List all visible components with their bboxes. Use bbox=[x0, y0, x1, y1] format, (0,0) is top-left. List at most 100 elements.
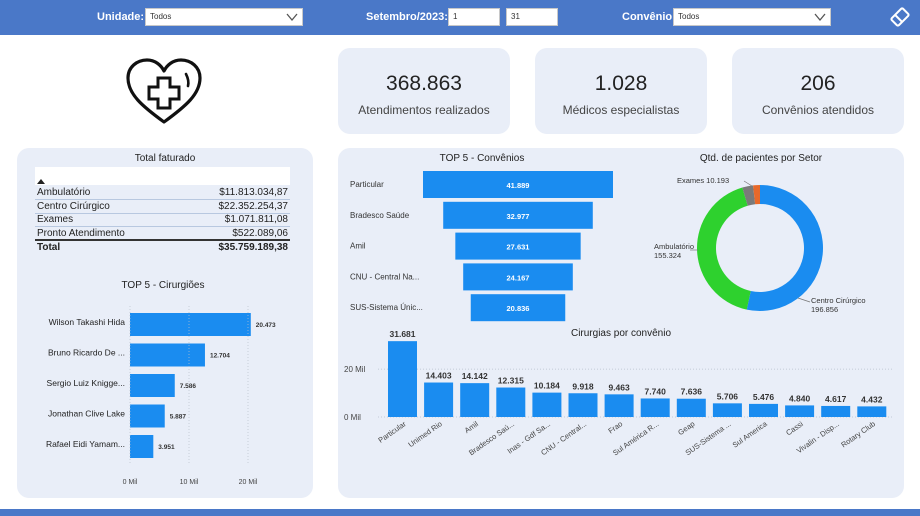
value-label: 10.184 bbox=[534, 381, 560, 391]
category-label: Geap bbox=[676, 419, 696, 437]
total-label: Total bbox=[35, 239, 177, 254]
chart-title: TOP 5 - Convênios bbox=[440, 153, 525, 164]
row-label: Ambulatório bbox=[35, 186, 177, 201]
convenio-dropdown[interactable]: Todos bbox=[673, 8, 831, 26]
kpi-label: Atendimentos realizados bbox=[358, 103, 490, 117]
value-label: 5.476 bbox=[753, 392, 775, 402]
value-label: 7.636 bbox=[681, 387, 703, 397]
category-label: Particular bbox=[350, 180, 384, 189]
left-panel: Total faturado Ambulatório $11.813.034,87… bbox=[17, 148, 313, 498]
periodo-start-input[interactable]: 1 bbox=[448, 8, 500, 26]
bar bbox=[857, 406, 887, 417]
row-value: $522.089,06 bbox=[176, 226, 290, 241]
bar bbox=[604, 394, 634, 417]
bar bbox=[388, 341, 417, 417]
slice-label: Ambulatório bbox=[654, 242, 694, 251]
category-label: Amil bbox=[463, 419, 480, 435]
periodo-end-input[interactable]: 31 bbox=[506, 8, 558, 26]
value-label: 31.681 bbox=[390, 329, 416, 339]
total-faturado-title: Total faturado bbox=[134, 153, 196, 164]
table-row: Centro Cirúrgico $22.352.254,37 bbox=[35, 199, 290, 214]
value-label: 24.167 bbox=[507, 273, 530, 282]
category-label: Amil bbox=[350, 242, 366, 251]
leader-line bbox=[743, 180, 753, 187]
donut-slice bbox=[753, 185, 760, 205]
tick-label: 20 Mil bbox=[344, 365, 366, 374]
category-label: Unimed Rio bbox=[406, 419, 443, 449]
tick-label: 0 Mil bbox=[344, 413, 361, 422]
chevron-down-icon bbox=[286, 13, 298, 22]
top5-convenios-funnel-chart: TOP 5 - Convênios Particular 41.889 Bradesc… bbox=[350, 153, 613, 322]
convenio-label: Convênio: bbox=[622, 11, 676, 23]
value-label: 14.142 bbox=[462, 371, 488, 381]
kpi-card-medicos: 1.028 Médicos especialistas bbox=[535, 48, 707, 134]
row-value: $1.071.811,08 bbox=[176, 213, 290, 228]
donut-slice bbox=[746, 185, 823, 311]
slice-value: 155.324 bbox=[654, 251, 681, 260]
bar bbox=[640, 398, 670, 417]
bar bbox=[749, 403, 778, 417]
value-label: 12.704 bbox=[210, 353, 230, 360]
convenio-value: Todos bbox=[678, 12, 700, 21]
bar bbox=[785, 405, 815, 417]
funnel-bar bbox=[470, 294, 566, 322]
value-label: 4.432 bbox=[861, 394, 883, 404]
chevron-down-icon bbox=[814, 13, 826, 22]
value-label: 9.918 bbox=[572, 381, 594, 391]
value-label: 5.706 bbox=[717, 391, 739, 401]
value-label: 32.977 bbox=[507, 212, 530, 221]
table-row: Pronto Atendimento $522.089,06 bbox=[35, 226, 290, 241]
slice-label: Exames 10.193 bbox=[677, 176, 729, 185]
total-faturado-table: Ambulatório $11.813.034,87 Centro Cirúrgi… bbox=[35, 186, 290, 254]
category-label: Particular bbox=[377, 419, 409, 445]
value-label: 20.473 bbox=[256, 322, 276, 329]
unidade-value: Todos bbox=[150, 12, 172, 21]
category-label: Jonathan Clive Lake bbox=[48, 409, 125, 419]
category-label: Rafael Eidi Yamam... bbox=[46, 439, 125, 449]
kpi-card-convenios: 206 Convênios atendidos bbox=[732, 48, 904, 134]
total-value: $35.759.189,38 bbox=[176, 239, 290, 254]
category-label: Sergio Luiz Knigge... bbox=[47, 378, 125, 388]
row-value: $11.813.034,87 bbox=[176, 186, 290, 201]
kpi-value: 206 bbox=[800, 72, 836, 95]
leader-line bbox=[797, 297, 811, 303]
category-label: Rotary Club bbox=[839, 419, 877, 449]
category-label: Frao bbox=[606, 419, 624, 435]
category-label: CNU - Central Na... bbox=[350, 272, 419, 281]
filter-bar: Unidade: Todos Setembro/2023: 1 31 Convê… bbox=[0, 0, 920, 35]
cirurgias-convenio-bar-chart: Cirurgias por convênio 0 Mil 20 Mil 31.681 P… bbox=[344, 328, 894, 457]
row-label: Pronto Atendimento bbox=[35, 226, 177, 241]
bar bbox=[676, 398, 706, 417]
tick-label: 0 Mil bbox=[123, 479, 138, 486]
eraser-icon[interactable] bbox=[889, 6, 911, 28]
table-sort-header[interactable] bbox=[35, 167, 290, 185]
value-label: 27.631 bbox=[507, 243, 530, 252]
row-label: Centro Cirúrgico bbox=[35, 199, 177, 214]
kpi-label: Convênios atendidos bbox=[761, 103, 875, 117]
funnel-bar bbox=[423, 171, 613, 198]
bar bbox=[130, 404, 165, 428]
value-label: 7.586 bbox=[180, 383, 197, 390]
donut-slice bbox=[697, 187, 751, 310]
slice-label: Centro Cirúrgico bbox=[811, 296, 866, 305]
top5-cirurgioes-chart: TOP 5 - Cirurgiões Wilson Takashi Hida 20.… bbox=[46, 280, 276, 486]
bar bbox=[130, 374, 175, 397]
funnel-bar bbox=[443, 201, 593, 229]
row-value: $22.352.254,37 bbox=[176, 199, 290, 214]
table-row: Ambulatório $11.813.034,87 bbox=[35, 186, 290, 201]
chart-title: Cirurgias por convênio bbox=[571, 328, 671, 339]
pacientes-setor-donut-chart: Qtd. de pacientes por Setor Exames 10.193… bbox=[654, 153, 866, 314]
value-label: 14.403 bbox=[426, 371, 452, 381]
bar bbox=[424, 382, 454, 417]
value-label: 4.840 bbox=[789, 393, 811, 403]
value-label: 12.315 bbox=[498, 376, 524, 386]
category-label: Bruno Ricardo De ... bbox=[48, 348, 125, 358]
funnel-bar bbox=[455, 232, 581, 260]
unidade-dropdown[interactable]: Todos bbox=[145, 8, 303, 26]
bar bbox=[568, 393, 598, 417]
value-label: 20.836 bbox=[507, 304, 530, 313]
table-row: Exames $1.071.811,08 bbox=[35, 213, 290, 228]
kpi-value: 1.028 bbox=[594, 72, 648, 95]
tick-label: 10 Mil bbox=[180, 479, 199, 486]
funnel-bar bbox=[463, 263, 573, 291]
